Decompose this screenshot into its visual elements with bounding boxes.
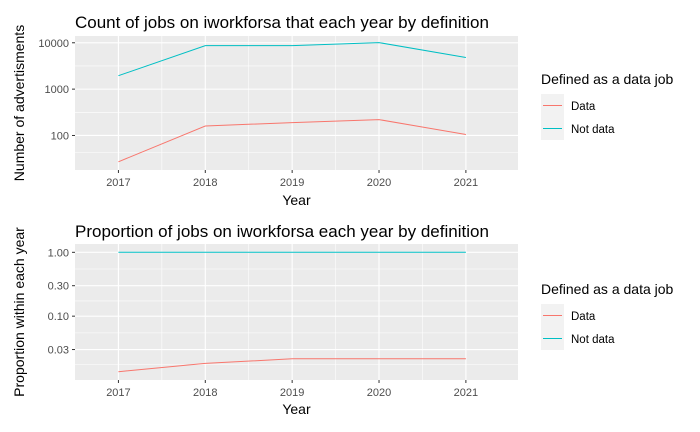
chart2-y-tick-label: 0.03: [48, 345, 69, 357]
chart1-y-tick-label: 100: [51, 130, 69, 142]
chart2-x-tick-label: 2017: [106, 387, 130, 399]
chart1-y-tick-label: 10000: [38, 38, 69, 50]
chart1-x-tick-label: 2021: [454, 177, 478, 189]
chart2-title: Proportion of jobs on iworkforsa each ye…: [75, 222, 489, 241]
chart2: Proportion of jobs on iworkforsa each ye…: [11, 222, 674, 417]
chart2-legend-label: Data: [571, 311, 596, 323]
chart1-series-data: [118, 119, 466, 163]
chart1-x-axis-title: Year: [282, 192, 311, 208]
chart1-x-tick-label: 2017: [106, 177, 130, 189]
chart2-x-tick-label: 2018: [193, 387, 217, 399]
chart1-legend-label: Data: [571, 101, 596, 113]
chart2-series-data: [118, 358, 466, 373]
chart1-plot-panel: [75, 36, 518, 170]
chart1-legend-label: Not data: [571, 124, 615, 136]
chart2-x-tick-label: 2021: [454, 387, 478, 399]
chart1-x-tick-label: 2018: [193, 177, 217, 189]
chart2-plot-panel: [75, 244, 518, 380]
chart1-legend-title: Defined as a data job: [541, 71, 674, 87]
chart2-y-tick-label: 1.00: [48, 247, 69, 259]
chart2-legend: Defined as a data job Data Not data: [541, 281, 674, 350]
chart2-legend-label: Not data: [571, 334, 615, 346]
chart1-legend: Defined as a data job Data Not data: [541, 71, 674, 140]
chart2-x-axis-title: Year: [282, 401, 311, 417]
chart1-x-tick-label: 2019: [280, 177, 304, 189]
chart1-series-not-data: [118, 42, 466, 77]
chart2-y-tick-label: 0.30: [48, 281, 69, 293]
chart1: Count of jobs on iworkforsa that each ye…: [11, 13, 674, 208]
chart1-y-axis-title: Number of advertisments: [11, 25, 27, 181]
chart1-title: Count of jobs on iworkforsa that each ye…: [75, 13, 489, 32]
chart2-legend-title: Defined as a data job: [541, 281, 674, 297]
chart1-x-tick-label: 2020: [367, 177, 391, 189]
chart2-x-tick-label: 2019: [280, 387, 304, 399]
chart1-y-tick-label: 1000: [45, 84, 69, 96]
chart2-x-tick-label: 2020: [367, 387, 391, 399]
chart2-y-tick-label: 0.10: [48, 311, 69, 323]
chart2-y-axis-title: Proportion within each year: [11, 227, 27, 397]
